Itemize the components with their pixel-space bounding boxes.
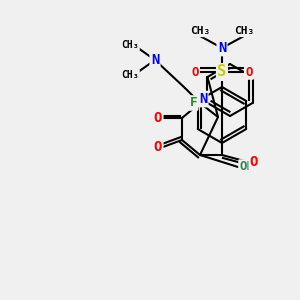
Text: O: O [245,65,253,79]
Text: F: F [190,97,197,110]
Text: S: S [218,64,226,80]
Text: OH: OH [239,160,254,173]
Text: O: O [154,140,162,154]
Text: CH₃: CH₃ [121,70,139,80]
Text: CH₃: CH₃ [121,40,139,50]
Text: O: O [250,155,258,169]
Text: CH₃: CH₃ [190,26,210,36]
Text: N: N [151,53,159,67]
Text: N: N [199,92,207,106]
Text: O: O [191,65,199,79]
Text: CH₃: CH₃ [234,26,254,36]
Text: O: O [154,111,162,125]
Text: N: N [218,41,226,55]
